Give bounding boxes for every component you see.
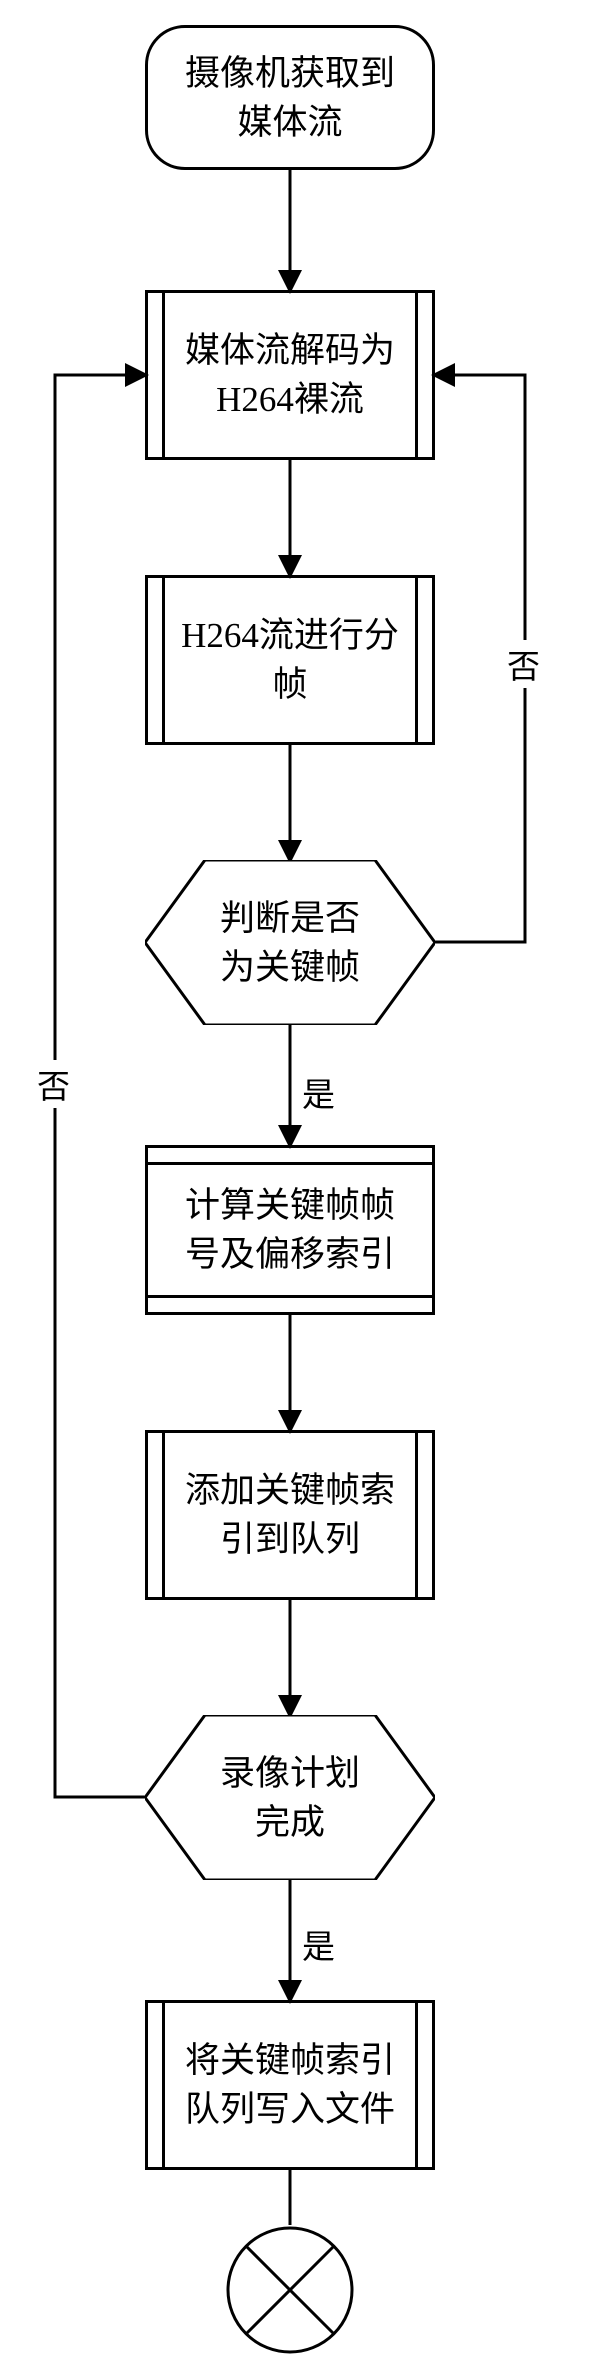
node-add-queue: 添加关键帧索 引到队列 [145,1430,435,1600]
node-is-keyframe-label: 判断是否 为关键帧 [220,894,360,992]
edge-label-yes-2: 是 [300,1920,337,1968]
edge-label-no-left: 否 [35,1060,72,1108]
edge-label-no-right: 否 [505,640,542,688]
node-calc-index: 计算关键帧帧 号及偏移索引 [145,1145,435,1315]
node-write-file-label: 将关键帧索引 队列写入文件 [185,2036,395,2134]
node-plan-done-label: 录像计划 完成 [220,1749,360,1847]
node-start: 摄像机获取到 媒体流 [145,25,435,170]
node-calc-index-label: 计算关键帧帧 号及偏移索引 [185,1181,395,1279]
node-decode-label: 媒体流解码为 H264裸流 [185,326,395,424]
node-decode: 媒体流解码为 H264裸流 [145,290,435,460]
node-write-file: 将关键帧索引 队列写入文件 [145,2000,435,2170]
node-start-label: 摄像机获取到 媒体流 [185,49,395,147]
node-is-keyframe: 判断是否 为关键帧 [145,860,435,1025]
flowchart-canvas: 摄像机获取到 媒体流 媒体流解码为 H264裸流 H264流进行分 帧 判断是否… [0,0,616,2369]
edge-label-yes-1: 是 [300,1068,337,1116]
node-split-frames-label: H264流进行分 帧 [181,611,399,709]
node-split-frames: H264流进行分 帧 [145,575,435,745]
node-add-queue-label: 添加关键帧索 引到队列 [185,1466,395,1564]
node-end [225,2225,355,2355]
node-plan-done: 录像计划 完成 [145,1715,435,1880]
